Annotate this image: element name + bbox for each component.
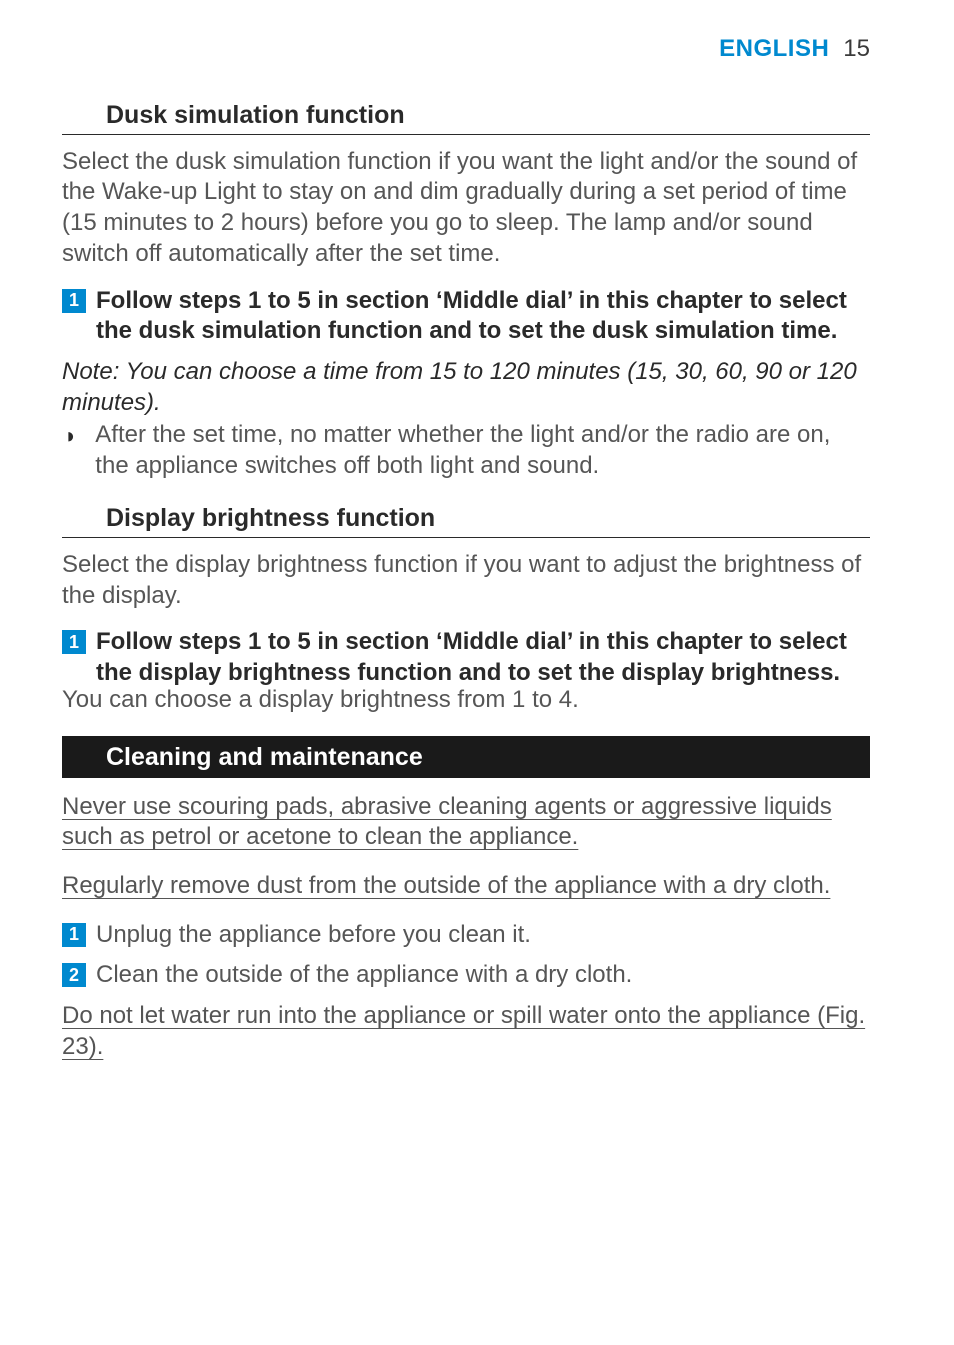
section-band-cleaning: Cleaning and maintenance xyxy=(62,736,870,778)
step-number-icon: 2 xyxy=(62,963,86,987)
subheading-dusk: Dusk simulation function xyxy=(62,99,870,135)
dusk-step-1-text: Follow steps 1 to 5 in section ‘Middle d… xyxy=(96,286,870,347)
dusk-note: Note: You can choose a time from 15 to 1… xyxy=(62,357,870,418)
dusk-steps: 1 Follow steps 1 to 5 in section ‘Middle… xyxy=(62,286,870,347)
dusk-bullets: ◗ After the set time, no matter whether … xyxy=(62,420,870,481)
dusk-intro-text: Select the dusk simulation function if y… xyxy=(62,147,870,270)
step-number-icon: 1 xyxy=(62,630,86,654)
dusk-bullet-1-text: After the set time, no matter whether th… xyxy=(95,420,870,481)
step-number-icon: 1 xyxy=(62,289,86,313)
brightness-intro-text: Select the display brightness function i… xyxy=(62,550,870,611)
page-header: ENGLISH 15 xyxy=(62,34,870,65)
cleaning-warning-1: Never use scouring pads, abrasive cleani… xyxy=(62,792,870,853)
brightness-step-1-text: Follow steps 1 to 5 in section ‘Middle d… xyxy=(96,627,870,688)
language-label: ENGLISH xyxy=(719,34,829,65)
cleaning-warning-2: Regularly remove dust from the outside o… xyxy=(62,871,870,902)
brightness-trailing-text: You can choose a display brightness from… xyxy=(62,685,870,716)
cleaning-step-2-text: Clean the outside of the appliance with … xyxy=(96,960,632,991)
page-number: 15 xyxy=(843,34,870,65)
brightness-step-1: 1 Follow steps 1 to 5 in section ‘Middle… xyxy=(62,627,870,688)
cleaning-steps: 1 Unplug the appliance before you clean … xyxy=(62,920,870,991)
cleaning-step-1: 1 Unplug the appliance before you clean … xyxy=(62,920,870,951)
dusk-bullet-1: ◗ After the set time, no matter whether … xyxy=(62,420,870,481)
step-number-icon: 1 xyxy=(62,923,86,947)
bullet-icon: ◗ xyxy=(62,422,77,450)
brightness-steps: 1 Follow steps 1 to 5 in section ‘Middle… xyxy=(62,627,870,688)
subheading-brightness: Display brightness function xyxy=(62,502,870,538)
cleaning-step-2: 2 Clean the outside of the appliance wit… xyxy=(62,960,870,991)
cleaning-warning-3: Do not let water run into the appliance … xyxy=(62,1001,870,1062)
dusk-step-1: 1 Follow steps 1 to 5 in section ‘Middle… xyxy=(62,286,870,347)
cleaning-step-1-text: Unplug the appliance before you clean it… xyxy=(96,920,531,951)
